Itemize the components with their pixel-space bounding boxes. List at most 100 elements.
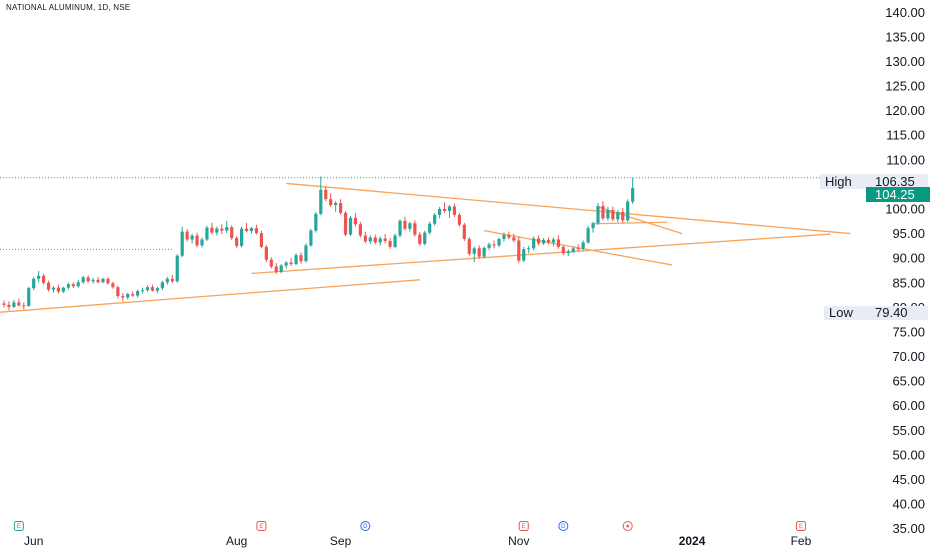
high-value: 106.35 — [875, 174, 915, 189]
event-marker[interactable]: ★ — [622, 521, 633, 531]
low-value: 79.40 — [875, 305, 908, 320]
y-tick-label: 50.00 — [892, 447, 925, 462]
candle-up — [12, 299, 16, 309]
candle-up — [205, 225, 209, 241]
candle-body — [17, 302, 21, 306]
candle-body — [141, 290, 145, 292]
candle-up — [101, 277, 105, 284]
x-tick-label: Jun — [24, 534, 43, 548]
candle-body — [383, 238, 387, 241]
candle-body — [378, 238, 382, 243]
candle-down — [621, 208, 625, 223]
candle-body — [339, 203, 343, 213]
candle-body — [576, 248, 580, 250]
candle-up — [32, 276, 36, 291]
candle-body — [319, 189, 323, 214]
candle-body — [106, 278, 110, 284]
candle-down — [96, 276, 100, 284]
stats-group: High 106.35 104.25 Low 79.40 — [820, 174, 930, 320]
candle-body — [596, 206, 600, 224]
candle-body — [373, 237, 377, 243]
candle-body — [502, 235, 506, 239]
candle-body — [150, 287, 155, 291]
x-tick-label: Aug — [226, 534, 247, 548]
event-marker[interactable]: E — [795, 521, 806, 531]
y-tick-label: 40.00 — [892, 497, 925, 512]
candle-body — [527, 248, 531, 250]
candles-group — [2, 176, 635, 311]
candle-down — [457, 212, 461, 227]
candle-body — [81, 277, 85, 283]
candle-body — [136, 291, 140, 296]
x-tick-label: Feb — [791, 534, 812, 548]
candle-down — [116, 285, 120, 299]
candle-up — [160, 280, 164, 291]
candle-body — [190, 235, 194, 240]
candle-down — [477, 245, 481, 259]
event-marker[interactable]: E — [256, 521, 267, 531]
candle-down — [210, 222, 214, 235]
event-marker-shape — [622, 521, 633, 531]
candle-up — [532, 236, 536, 251]
candle-up — [141, 287, 145, 294]
candle-up — [180, 226, 184, 258]
candle-up — [487, 242, 491, 251]
candle-body — [566, 251, 570, 254]
event-marker[interactable]: D — [360, 521, 371, 531]
candle-up — [616, 209, 620, 223]
candle-body — [240, 228, 244, 246]
candle-body — [442, 208, 447, 211]
candle-up — [215, 226, 219, 236]
candle-down — [373, 234, 377, 245]
candle-body — [131, 294, 135, 296]
candle-down — [299, 252, 303, 264]
candle-up — [294, 253, 298, 266]
candle-down — [507, 231, 511, 240]
candle-body — [358, 224, 362, 236]
candle-body — [101, 278, 105, 283]
event-marker[interactable]: E — [13, 521, 24, 531]
candle-body — [215, 228, 219, 233]
candle-body — [155, 288, 160, 291]
candle-body — [438, 208, 442, 215]
candle-up — [51, 286, 56, 293]
candle-down — [517, 236, 521, 264]
candle-body — [413, 223, 417, 235]
candle-down — [442, 202, 447, 213]
candle-body — [428, 223, 432, 233]
candle-down — [56, 284, 61, 294]
event-marker-shape — [13, 521, 24, 531]
candle-body — [269, 259, 273, 267]
candle-up — [596, 203, 600, 225]
candle-body — [541, 239, 546, 244]
candle-body — [165, 278, 169, 283]
candle-body — [433, 214, 437, 224]
candle-body — [631, 188, 635, 202]
candle-body — [472, 248, 476, 254]
candle-body — [452, 206, 457, 215]
candle-up — [240, 226, 244, 248]
event-marker[interactable]: D — [558, 521, 569, 531]
event-marker[interactable]: E — [518, 521, 529, 531]
candle-up — [309, 228, 313, 247]
low-label: Low — [829, 305, 853, 320]
candle-down — [329, 193, 333, 208]
candle-up — [66, 282, 70, 290]
candle-body — [160, 282, 164, 289]
candle-body — [388, 240, 392, 247]
y-tick-label: 110.00 — [886, 152, 925, 167]
candle-up — [284, 261, 288, 269]
candle-down — [230, 225, 234, 240]
event-marker-shape — [360, 521, 371, 531]
candle-body — [423, 232, 427, 244]
candle-up — [249, 226, 254, 234]
candle-body — [551, 239, 556, 243]
candle-down — [452, 203, 457, 217]
candle-body — [447, 206, 452, 211]
candle-down — [269, 257, 273, 269]
candle-body — [304, 245, 308, 262]
y-tick-label: 115.00 — [886, 128, 925, 143]
event-marker-letter: ★ — [625, 523, 630, 530]
candle-body — [522, 249, 526, 261]
